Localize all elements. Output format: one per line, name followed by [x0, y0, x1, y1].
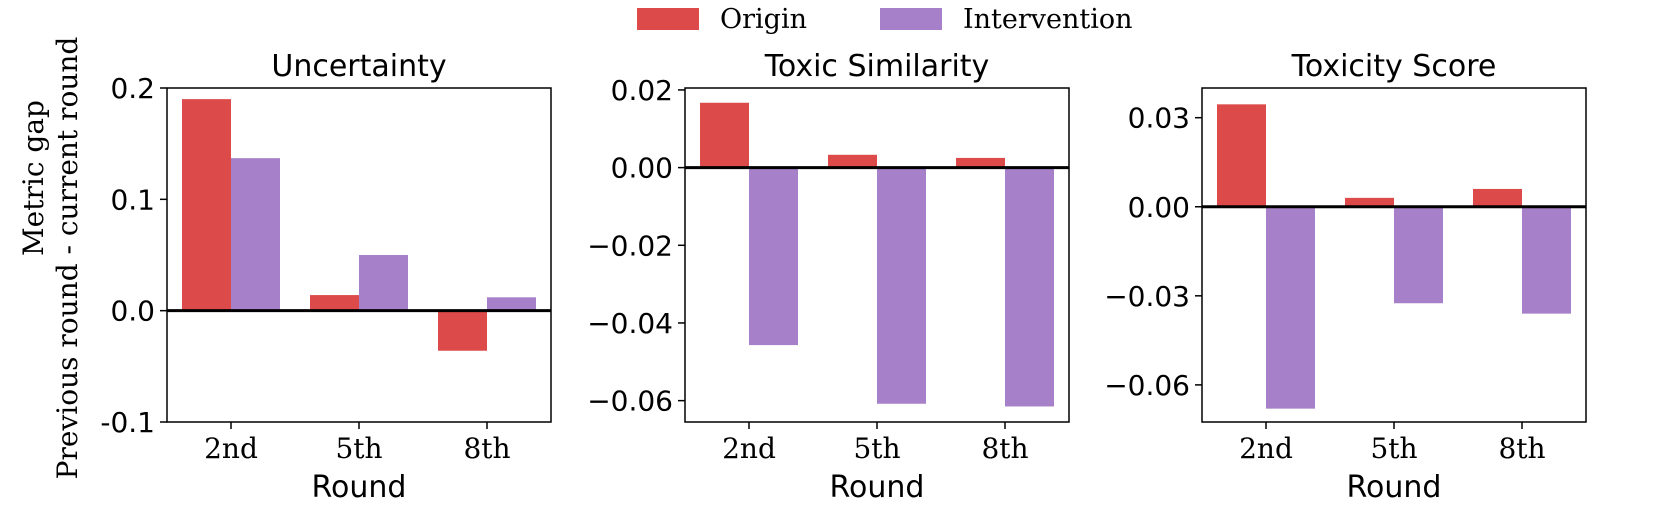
y-tick-label: 0.2: [110, 72, 155, 105]
y-tick-label: −0.04: [587, 307, 673, 340]
bar-origin-2nd: [700, 102, 749, 168]
x-tick-label: 2nd: [204, 432, 258, 465]
y-axis-label-line2: Previous round - current round: [51, 37, 84, 480]
x-tick-label: 5th: [853, 432, 900, 465]
y-tick-label: −0.06: [1104, 369, 1190, 402]
y-tick-label: 0.00: [1128, 191, 1190, 224]
bar-intervention-8th: [1005, 167, 1054, 407]
y-axis-label-line1: Metric gap: [17, 100, 50, 256]
bar-intervention-5th: [1394, 206, 1443, 304]
legend-swatch-intervention: [880, 8, 942, 30]
legend-label-intervention: Intervention: [963, 4, 1133, 35]
bar-origin-8th: [956, 157, 1005, 168]
y-tick-label: −0.02: [587, 229, 673, 262]
x-tick-label: 8th: [463, 432, 510, 465]
y-tick-label: −0.03: [1104, 280, 1190, 313]
legend-label-origin: Origin: [720, 4, 807, 35]
bar-origin-5th: [1345, 197, 1394, 207]
bar-origin-5th: [310, 295, 359, 311]
x-tick-label: 5th: [335, 432, 382, 465]
chart-panel-1: -0.1 0.0 0.1 0.2 2nd 5th 8th Uncertainty Round: [100, 49, 552, 505]
bar-origin-8th: [438, 310, 487, 351]
chart-panel-3: −0.06 −0.03 0.00 0.03 2nd 5th 8th Toxicity Scor…: [1104, 49, 1587, 505]
x-tick-label: 2nd: [1239, 432, 1293, 465]
bar-intervention-8th: [487, 297, 536, 311]
bar-origin-2nd: [1217, 104, 1266, 207]
chart-title: Toxic Similarity: [764, 49, 990, 84]
y-tick-label: 0.1: [110, 183, 155, 216]
bar-origin-8th: [1473, 188, 1522, 207]
x-tick-label: 8th: [981, 432, 1028, 465]
bar-intervention-2nd: [1266, 206, 1315, 409]
y-tick-label: 0.02: [611, 74, 673, 107]
legend: Origin Intervention: [637, 4, 1133, 35]
x-axis-label: Round: [312, 470, 407, 505]
y-tick-label: −0.06: [587, 385, 673, 418]
x-tick-label: 2nd: [722, 432, 776, 465]
y-tick-label: 0.00: [611, 152, 673, 185]
bar-origin-2nd: [182, 99, 231, 311]
chart-title: Toxicity Score: [1291, 49, 1497, 84]
bar-intervention-8th: [1522, 206, 1571, 314]
bar-intervention-5th: [359, 255, 408, 311]
x-tick-label: 5th: [1370, 432, 1417, 465]
x-axis-label: Round: [830, 470, 925, 505]
bar-intervention-2nd: [231, 158, 280, 311]
x-axis-label: Round: [1347, 470, 1442, 505]
x-tick-label: 8th: [1498, 432, 1545, 465]
chart-title: Uncertainty: [271, 49, 446, 84]
chart-panel-2: −0.06 −0.04 −0.02 0.00 0.02 2nd 5th 8th Toxic Si…: [587, 49, 1070, 505]
bar-origin-5th: [828, 154, 877, 168]
y-tick-label: 0.03: [1128, 102, 1190, 135]
y-tick-label: -0.1: [100, 406, 155, 439]
bar-intervention-2nd: [749, 167, 798, 346]
y-tick-label: 0.0: [110, 295, 155, 328]
bar-intervention-5th: [877, 167, 926, 404]
legend-swatch-origin: [637, 8, 699, 30]
